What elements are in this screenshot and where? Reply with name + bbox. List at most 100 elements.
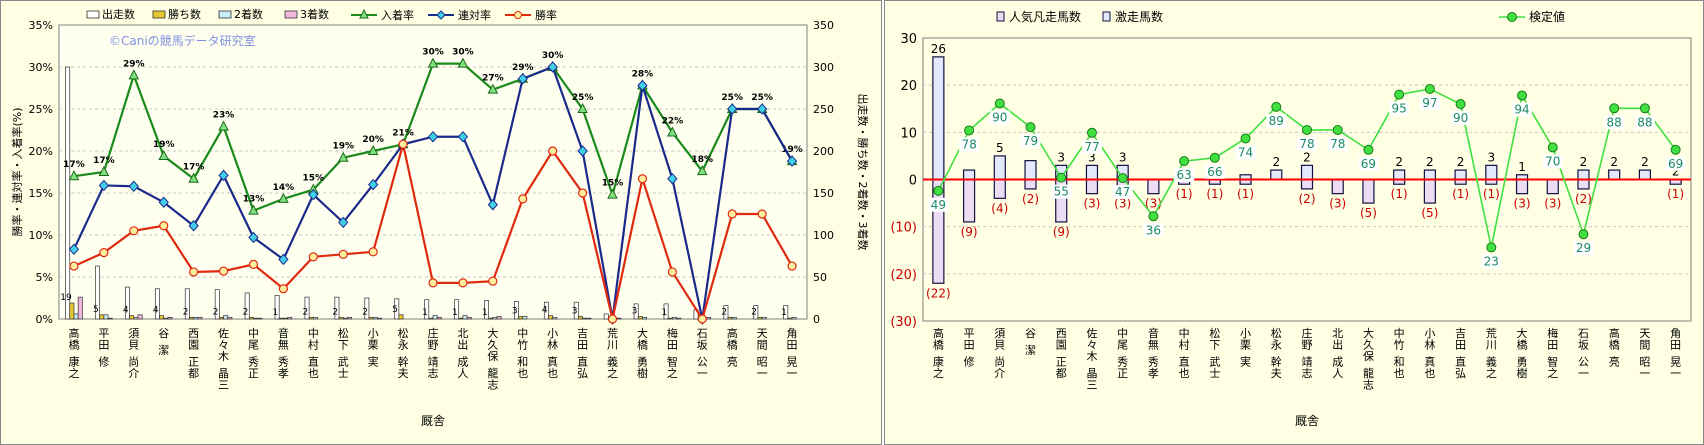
- line-value-label: 19%: [153, 140, 175, 150]
- bar-人気凡走馬数: [1362, 178, 1375, 204]
- point-検定値: [1394, 89, 1405, 100]
- bar-2着数: [73, 313, 79, 320]
- legend-marker: [359, 8, 369, 19]
- bar-value-label: (1): [1206, 187, 1223, 201]
- point-連対率: [427, 130, 439, 143]
- bar-出走数: [424, 299, 430, 320]
- point-検定値: [1609, 103, 1620, 114]
- line-value-label: 15%: [602, 179, 624, 189]
- y2-tick-label: 50: [813, 271, 827, 284]
- bar-value-label: (4): [991, 201, 1008, 215]
- bar-勝ち数: [248, 316, 254, 320]
- bar-value-label: 3: [1487, 150, 1495, 164]
- bar-人気凡走馬数: [1546, 178, 1559, 195]
- x-tick-label: 天間 昭一: [1639, 327, 1650, 380]
- x-tick-label: 吉田 直弘: [1455, 327, 1466, 380]
- x-tick-label: 天間 昭一: [757, 327, 768, 380]
- point-勝率: [428, 278, 438, 288]
- point-検定値: [1486, 242, 1497, 253]
- line-value-label: 28%: [632, 69, 654, 79]
- x-tick-label: 中竹 和也: [1394, 327, 1405, 380]
- legend-label: 激走馬数: [1115, 9, 1163, 24]
- x-tick-label: 小林 真也: [547, 327, 558, 380]
- point-value-label: 97: [1422, 96, 1437, 110]
- bar-激走馬数: [1300, 164, 1314, 181]
- bar-勝ち数: [667, 317, 673, 320]
- line-value-label: 22%: [662, 117, 684, 127]
- line-value-label: 25%: [721, 93, 743, 103]
- bar-出走数: [663, 303, 669, 320]
- legend-label: 3着数: [300, 7, 329, 21]
- point-検定値: [1424, 83, 1435, 94]
- bar-出走数: [364, 297, 370, 320]
- bar-value-label: (3): [1544, 197, 1561, 211]
- line-value-label: 14%: [273, 183, 295, 193]
- point-value-label: 63: [1176, 168, 1191, 182]
- bar-出走数: [753, 305, 759, 320]
- point-検定値: [1117, 173, 1128, 184]
- line-value-label: 30%: [542, 51, 564, 61]
- bar-激走馬数: [1608, 169, 1621, 181]
- point-value-label: 74: [1238, 145, 1253, 159]
- bar-勝ち数: [129, 315, 135, 320]
- y-tick-label: (20): [890, 268, 917, 283]
- point-label-box: [1174, 168, 1195, 183]
- x-tick-label: 須貝 尚介: [128, 327, 139, 380]
- point-勝率: [368, 247, 378, 257]
- point-label-box: [1389, 101, 1410, 116]
- line-value-label: 17%: [93, 156, 115, 166]
- line-value-label: 29%: [512, 63, 534, 73]
- bar-勝ち数: [368, 316, 374, 320]
- bar-激走馬数: [1423, 169, 1436, 181]
- bar-value-label: 3: [1088, 150, 1096, 164]
- x-tick-label: 谷 潔: [1025, 327, 1036, 357]
- y2-tick-label: 350: [813, 19, 834, 32]
- line-value-label: 18%: [692, 155, 714, 165]
- x-axis-title: 厩舎: [421, 414, 445, 428]
- x-tick-label: 大橋 勇樹: [1517, 326, 1528, 380]
- bar-激走馬数: [1085, 164, 1099, 181]
- bar-value-label: 3: [632, 306, 638, 316]
- point-入着率: [487, 83, 499, 94]
- point-入着率: [337, 151, 349, 162]
- x-tick-label: 荒川 義之: [1486, 327, 1497, 380]
- legend-label: 人気凡走馬数: [1009, 9, 1081, 24]
- x-tick-label: 中竹 和也: [517, 327, 528, 380]
- bar-出走数: [783, 305, 789, 320]
- point-value-label: 47: [1115, 185, 1130, 199]
- bar-2着数: [791, 316, 797, 320]
- bar-激走馬数: [1024, 160, 1037, 181]
- bar-勝ち数: [398, 314, 404, 320]
- bar-value-label: (9): [961, 225, 978, 239]
- bar-2着数: [462, 315, 468, 320]
- point-連対率: [68, 243, 80, 256]
- bar-value-label: 4: [123, 306, 129, 316]
- bar-2着数: [372, 316, 378, 320]
- bar-value-label: (1): [1176, 187, 1193, 201]
- bar-人気凡走馬数: [1515, 178, 1529, 195]
- x-tick-label: 平田 修: [964, 327, 975, 369]
- bar-value-label: 3: [1057, 150, 1065, 164]
- y2-tick-label: 300: [813, 61, 834, 74]
- bar-出走数: [394, 298, 400, 320]
- point-label-box: [989, 110, 1010, 125]
- bar-value-label: (3): [1329, 197, 1346, 211]
- bar-value-label: 1: [482, 308, 488, 318]
- bar-value-label: 19: [60, 293, 72, 303]
- point-連対率: [218, 169, 229, 182]
- y2-tick-label: 150: [813, 187, 834, 200]
- point-連対率: [517, 73, 528, 85]
- bar-value-label: 1: [273, 308, 279, 318]
- x-tick-label: 西園 正都: [188, 327, 199, 380]
- x-tick-label: 角田 晃一: [1670, 327, 1681, 380]
- point-label-box: [1020, 134, 1041, 149]
- bar-value-label: 1: [661, 308, 667, 318]
- x-tick-label: 大橋 勇樹: [637, 326, 648, 380]
- legend-swatch: [996, 11, 1005, 22]
- point-value-label: 88: [1607, 115, 1622, 129]
- x-tick-label: 高橋 康之: [68, 326, 79, 380]
- point-value-label: 88: [1637, 115, 1652, 129]
- bar-勝ち数: [278, 317, 284, 320]
- bar-出走数: [154, 288, 160, 320]
- y-tick-label: 0%: [36, 313, 53, 326]
